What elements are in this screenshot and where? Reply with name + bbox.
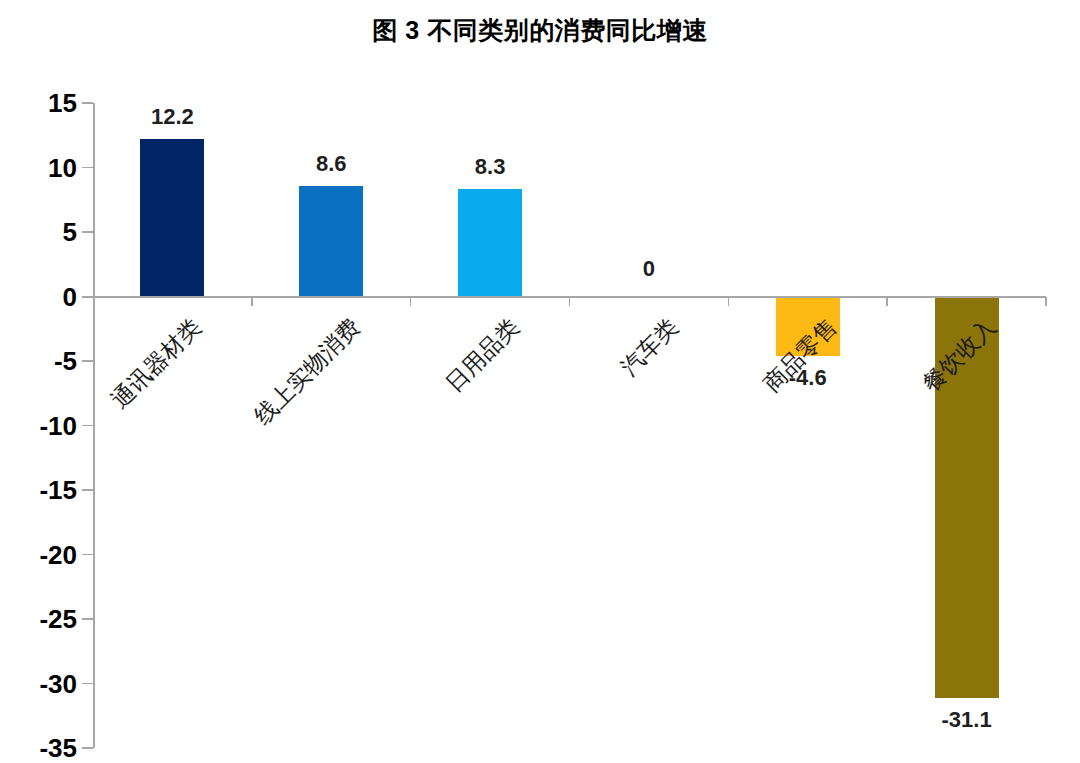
category-label: 汽车类 [614, 312, 685, 383]
y-tick [82, 425, 93, 427]
value-label: -31.1 [907, 706, 1027, 734]
y-tick-label: -10 [0, 410, 77, 442]
bar-1 [299, 186, 363, 297]
chart-canvas: 图 3 不同类别的消费同比增速 15 10 5 0 -5 -10 -15 -20 -25 -30 -… [0, 0, 1080, 763]
x-axis-line [82, 296, 1046, 298]
y-tick [82, 167, 93, 169]
y-tick-label: -25 [0, 603, 77, 635]
bar-2 [458, 189, 522, 296]
y-tick [82, 618, 93, 620]
y-tick-label: 10 [0, 152, 77, 184]
category-label: 线上实物消费 [248, 312, 368, 432]
y-tick [82, 231, 93, 233]
y-tick-label: -30 [0, 668, 77, 700]
y-tick-label: 0 [0, 281, 77, 313]
x-axis-tick [1045, 297, 1047, 306]
value-label: 0 [589, 255, 709, 283]
x-axis-tick [728, 297, 730, 306]
category-label: 通讯器材类 [105, 312, 208, 415]
x-axis-tick [251, 297, 253, 306]
y-tick [82, 554, 93, 556]
y-tick-label: -20 [0, 539, 77, 571]
y-tick-label: -5 [0, 345, 77, 377]
y-tick [82, 360, 93, 362]
chart-title: 图 3 不同类别的消费同比增速 [0, 14, 1080, 47]
y-tick [82, 102, 93, 104]
x-axis-tick [886, 297, 888, 306]
y-axis-line [93, 103, 95, 748]
bar-0 [140, 139, 204, 296]
value-label: 8.6 [271, 150, 391, 178]
y-tick [82, 747, 93, 749]
value-label: 12.2 [112, 103, 232, 131]
y-tick-label: 15 [0, 87, 77, 119]
x-axis-tick [569, 297, 571, 306]
y-tick-label: -15 [0, 474, 77, 506]
y-tick-label: -35 [0, 732, 77, 763]
y-tick-label: 5 [0, 216, 77, 248]
y-tick [82, 683, 93, 685]
y-tick [82, 489, 93, 491]
category-label: 日用品类 [439, 312, 526, 399]
value-label: 8.3 [430, 153, 550, 181]
x-axis-tick [410, 297, 412, 306]
